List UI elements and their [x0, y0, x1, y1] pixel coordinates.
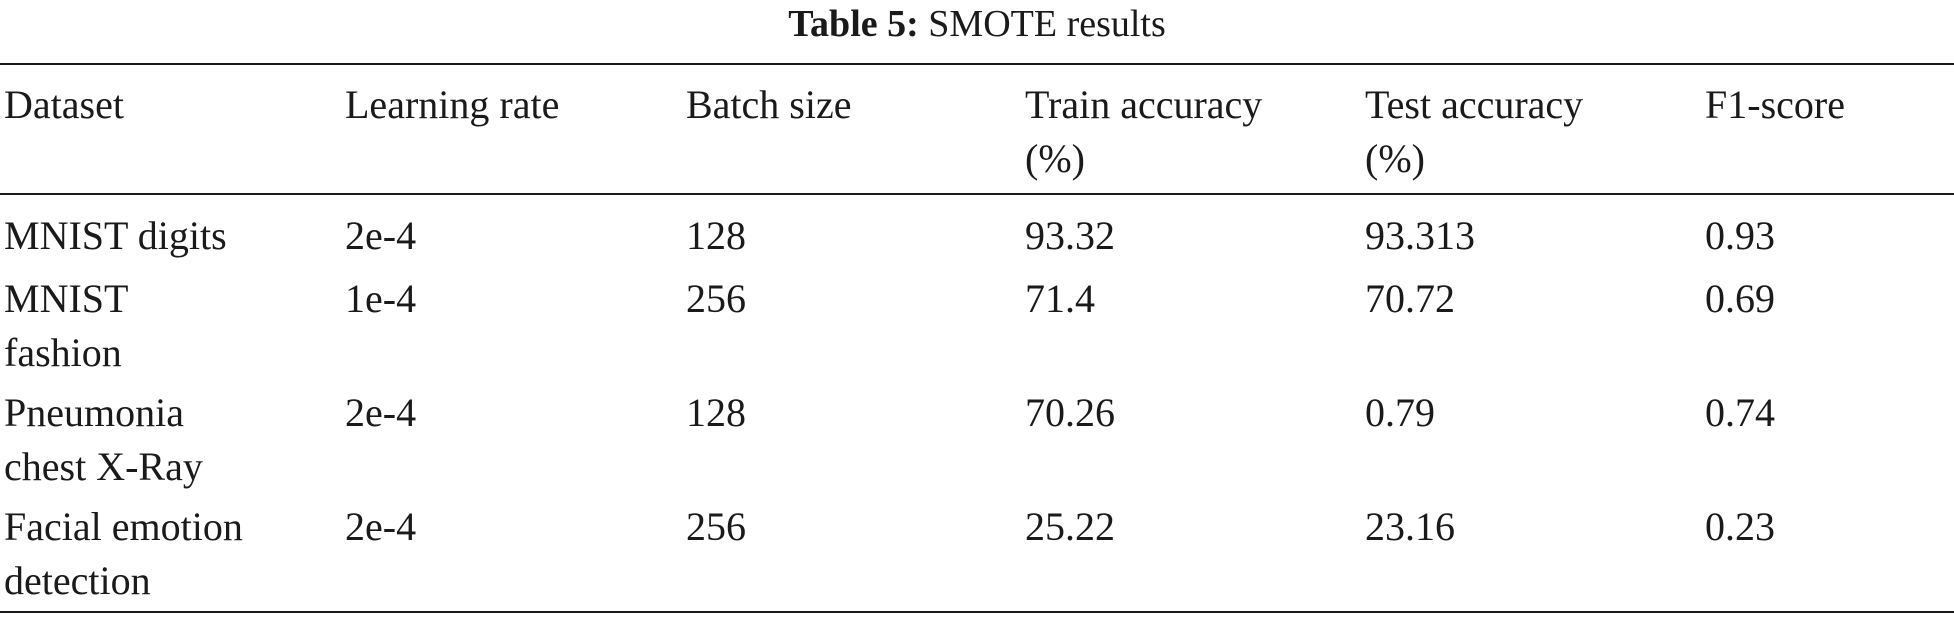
cell-batch-size: 256: [686, 276, 746, 321]
cell-dataset: MNIST digits: [4, 213, 227, 258]
cell-test-accuracy: 0.79: [1365, 390, 1435, 435]
caption-title: SMOTE results: [928, 3, 1166, 45]
cell-learning-rate: 2e-4: [345, 213, 417, 258]
cell-learning-rate: 2e-4: [345, 504, 417, 549]
cell-test-accuracy: 70.72: [1365, 276, 1455, 321]
cell-f1-score: 0.23: [1705, 504, 1775, 549]
table-caption: Table 5: SMOTE results: [0, 0, 1954, 60]
table-header-rule: [0, 193, 1954, 195]
cell-train-accuracy: 25.22: [1025, 504, 1115, 549]
header-batch-size: Batch size: [686, 82, 852, 127]
cell-learning-rate: 2e-4: [345, 390, 417, 435]
cell-test-accuracy: 93.313: [1365, 213, 1475, 258]
header-learning-rate: Learning rate: [345, 82, 560, 127]
cell-f1-score: 0.74: [1705, 390, 1775, 435]
cell-dataset: Pneumonia chest X-Ray: [4, 390, 203, 489]
cell-f1-score: 0.93: [1705, 213, 1775, 258]
header-f1-score: F1-score: [1705, 82, 1845, 127]
cell-train-accuracy: 71.4: [1025, 276, 1095, 321]
header-train-accuracy: Train accuracy (%): [1025, 82, 1263, 181]
caption-label: Table 5:: [788, 3, 919, 45]
cell-batch-size: 256: [686, 504, 746, 549]
cell-learning-rate: 1e-4: [345, 276, 417, 321]
table-top-rule: [0, 63, 1954, 65]
cell-dataset: Facial emotion detection: [4, 504, 243, 603]
cell-train-accuracy: 93.32: [1025, 213, 1115, 258]
table-bottom-rule: [0, 611, 1954, 613]
cell-batch-size: 128: [686, 213, 746, 258]
header-test-accuracy: Test accuracy (%): [1365, 82, 1584, 181]
cell-batch-size: 128: [686, 390, 746, 435]
cell-dataset: MNIST fashion: [4, 276, 129, 375]
cell-f1-score: 0.69: [1705, 276, 1775, 321]
cell-test-accuracy: 23.16: [1365, 504, 1455, 549]
cell-train-accuracy: 70.26: [1025, 390, 1115, 435]
header-dataset: Dataset: [4, 82, 124, 127]
